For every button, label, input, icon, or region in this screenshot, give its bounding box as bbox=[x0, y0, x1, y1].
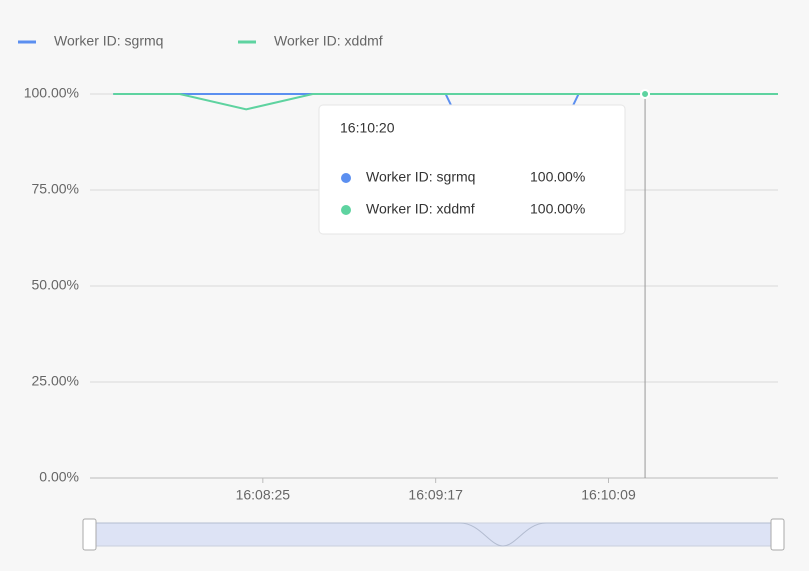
y-tick-label: 50.00% bbox=[32, 277, 79, 293]
tooltip-value: 100.00% bbox=[530, 169, 585, 185]
tooltip-name: Worker ID: xddmf bbox=[366, 201, 475, 217]
series-line bbox=[113, 93, 778, 111]
overlay: Worker ID: sgrmq Worker ID: xddmf16:10:20… bbox=[18, 33, 651, 478]
tooltip-marker bbox=[341, 173, 351, 183]
legend-label: Worker ID: xddmf bbox=[274, 33, 383, 49]
hover-point bbox=[640, 89, 651, 99]
x-tick-label: 16:08:25 bbox=[236, 487, 291, 503]
slider-preview bbox=[90, 522, 778, 547]
y-tick-label: 75.00% bbox=[32, 181, 79, 197]
tooltip-title: 16:10:20 bbox=[340, 120, 395, 136]
tooltip-marker bbox=[341, 205, 351, 215]
y-tick-label: 25.00% bbox=[32, 373, 79, 389]
zoom-slider[interactable] bbox=[82, 518, 785, 551]
legend-label: Worker ID: sgrmq bbox=[54, 33, 163, 49]
x-tick-label: 16:09:17 bbox=[408, 487, 463, 503]
tooltip-box bbox=[318, 104, 626, 235]
slider-handle[interactable] bbox=[770, 518, 785, 551]
slider-handle[interactable] bbox=[82, 518, 97, 551]
tooltip: 16:10:20 Worker ID: sgrmq 100.00% Worker ID… bbox=[318, 104, 626, 235]
y-tick-label: 0.00% bbox=[39, 469, 79, 485]
tooltip-name: Worker ID: sgrmq bbox=[366, 169, 475, 185]
slider-track[interactable] bbox=[89, 522, 779, 547]
x-tick-label: 16:10:09 bbox=[581, 487, 636, 503]
y-tick-label: 100.00% bbox=[24, 85, 79, 101]
plot: 0.00% 25.00% 50.00% 75.00% 100.00% 16:08:25 16… bbox=[24, 85, 778, 503]
tooltip-value: 100.00% bbox=[530, 201, 585, 217]
